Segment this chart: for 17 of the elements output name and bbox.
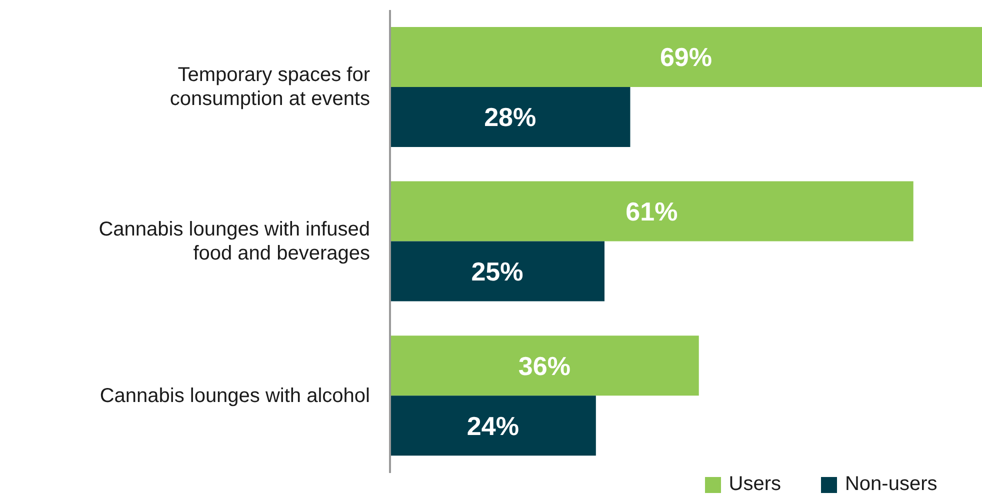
legend-label: Non-users bbox=[844, 473, 938, 496]
bar bbox=[390, 396, 596, 456]
data-label: 24% bbox=[466, 410, 519, 441]
y-tick-label: Cannabis lounges with alcohol bbox=[100, 384, 370, 407]
bar bbox=[390, 241, 604, 302]
data-label: 28% bbox=[484, 102, 536, 132]
data-label: 25% bbox=[471, 256, 524, 287]
bar bbox=[390, 336, 699, 396]
data-label: 69% bbox=[660, 42, 712, 72]
y-tick-label: Cannabis lounges with infused food and beverages bbox=[98, 218, 370, 264]
legend-label: Users bbox=[728, 473, 781, 496]
bar bbox=[390, 86, 630, 147]
bar bbox=[390, 181, 914, 242]
data-label: 61% bbox=[626, 196, 678, 227]
data-label: 36% bbox=[518, 350, 570, 381]
y-tick-label: Temporary spaces for consumption at events bbox=[170, 64, 370, 110]
bar bbox=[390, 26, 982, 87]
